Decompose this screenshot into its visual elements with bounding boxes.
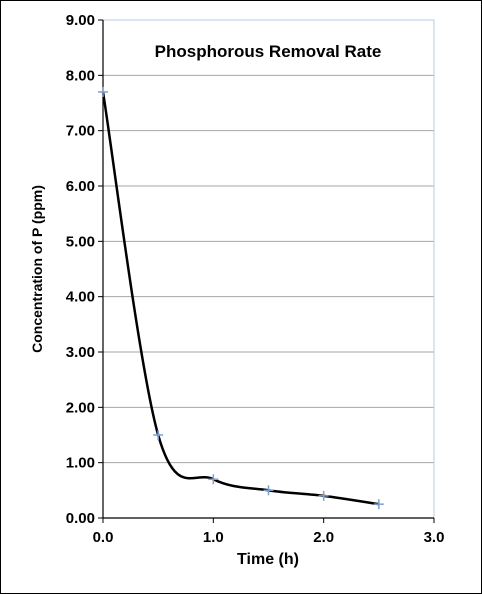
- series-line: [101, 91, 380, 506]
- data-point: [153, 430, 164, 440]
- x-tick-label: 3.0: [424, 529, 445, 546]
- y-tick-label: 1.00: [66, 455, 95, 472]
- x-axis-title: Time (h): [237, 551, 299, 568]
- data-point-markers: [98, 86, 384, 510]
- x-tick-label: 1.0: [203, 529, 224, 546]
- x-tick-label: 0.0: [93, 529, 114, 546]
- x-tick-label: 2.0: [313, 529, 334, 546]
- y-tick-label: 2.00: [66, 399, 95, 416]
- data-point: [373, 499, 384, 510]
- y-tick-label: 9.00: [66, 12, 95, 29]
- data-point: [263, 485, 274, 496]
- gridlines: [103, 74, 434, 464]
- y-tick-label: 5.00: [66, 233, 95, 250]
- y-tick-label: 7.00: [66, 123, 95, 140]
- chart-title: Phosphorous Removal Rate: [155, 42, 382, 61]
- data-point: [208, 474, 219, 485]
- plot-area-border: [102, 19, 435, 519]
- data-point: [98, 86, 108, 97]
- data-point: [318, 490, 329, 501]
- axes: [98, 19, 435, 523]
- y-tick-label: 0.00: [66, 510, 95, 527]
- y-tick-label: 6.00: [66, 178, 95, 195]
- y-tick-label: 4.00: [66, 289, 95, 306]
- y-axis-title: Concentration of P (ppm): [29, 185, 45, 353]
- y-tick-label: 3.00: [66, 344, 95, 361]
- tick-labels: 0.00 1.00 2.00 3.00 4.00 5.00 6.00 7.00 8.00 9.00…: [66, 12, 445, 546]
- y-tick-label: 8.00: [66, 67, 95, 84]
